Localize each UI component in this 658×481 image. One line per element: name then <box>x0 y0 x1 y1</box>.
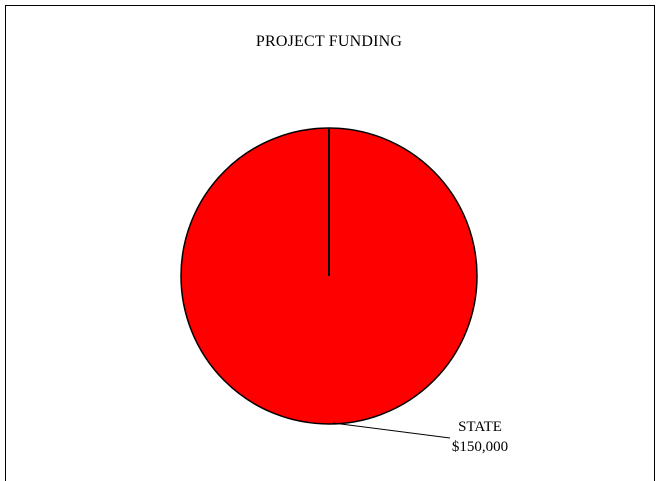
slice-label-value: $150,000 <box>451 439 509 455</box>
slice-label-leader-line <box>332 422 451 439</box>
pie-slices <box>180 127 478 425</box>
slice-label-state: STATE $150,000 <box>440 417 520 457</box>
chart-title: PROJECT FUNDING <box>255 33 403 50</box>
slice-label-name: STATE <box>458 419 502 435</box>
